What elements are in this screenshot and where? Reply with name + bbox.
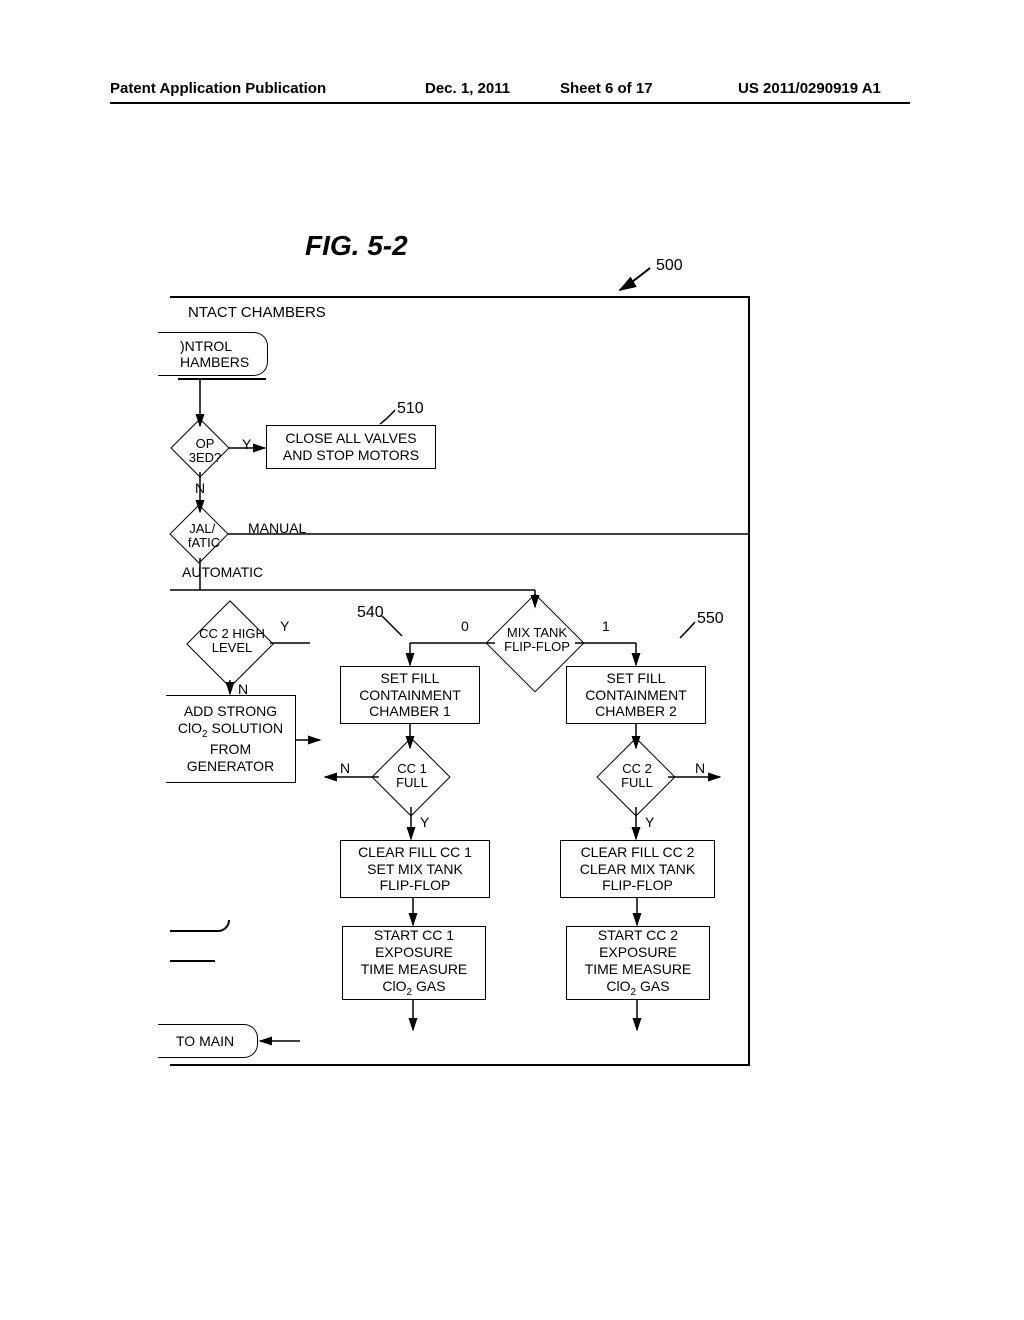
rect-start-2-l2: EXPOSURE (599, 944, 677, 961)
cc2high-y: Y (280, 618, 289, 634)
rect-add-strong: ADD STRONG ClO2 SOLUTION FROM GENERATOR (166, 695, 296, 783)
term-to-main: TO MAIN (158, 1024, 258, 1058)
page: Patent Application Publication Dec. 1, 2… (0, 0, 1024, 1320)
term-control: )NTROL HAMBERS (158, 332, 268, 376)
rect-start-1-l3: TIME MEASURE (361, 961, 468, 978)
term-control-label: )NTROL HAMBERS (180, 338, 249, 370)
clip-bracket (170, 930, 220, 932)
rect-start-1: START CC 1 EXPOSURE TIME MEASURE ClO2 GA… (342, 926, 486, 1000)
ref-510: 510 (397, 400, 424, 418)
rect-close-valves: CLOSE ALL VALVES AND STOP MOTORS (266, 425, 436, 469)
clip-line-2 (170, 960, 215, 962)
figure-title: FIG. 5-2 (305, 230, 408, 262)
rect-start-2-l4: ClO2 GAS (606, 978, 669, 999)
stop-n: N (195, 480, 205, 496)
ref-540: 540 (357, 604, 384, 622)
rect-start-1-l4: ClO2 GAS (382, 978, 445, 999)
header-left: Patent Application Publication (110, 80, 326, 97)
rect-start-1-l1: START CC 1 (374, 927, 454, 944)
mixtank-0: 0 (461, 618, 469, 634)
rect-start-2: START CC 2 EXPOSURE TIME MEASURE ClO2 GA… (566, 926, 710, 1000)
rect-setfill-2-label: SET FILL CONTAINMENT CHAMBER 2 (585, 670, 687, 720)
rect-add-strong-l3: FROM (210, 741, 251, 758)
term-to-main-label: TO MAIN (176, 1033, 234, 1049)
mode-manual: MANUAL (248, 520, 306, 536)
rect-clear-2-label: CLEAR FILL CC 2 CLEAR MIX TANK FLIP-FLOP (580, 844, 695, 894)
frame-title: NTACT CHAMBERS (188, 304, 326, 321)
rect-clear-1-label: CLEAR FILL CC 1 SET MIX TANK FLIP-FLOP (358, 844, 472, 894)
rect-add-strong-l1: ADD STRONG (184, 703, 277, 720)
rect-setfill-1: SET FILL CONTAINMENT CHAMBER 1 (340, 666, 480, 724)
cc1full-y: Y (420, 814, 429, 830)
header-sheet: Sheet 6 of 17 (560, 80, 653, 97)
ref-500: 500 (656, 257, 683, 275)
rect-start-2-l3: TIME MEASURE (585, 961, 692, 978)
rect-add-strong-l4: GENERATOR (187, 758, 274, 775)
header-rule (110, 102, 910, 104)
cc2full-n: N (695, 760, 705, 776)
rect-clear-2: CLEAR FILL CC 2 CLEAR MIX TANK FLIP-FLOP (560, 840, 715, 898)
rect-clear-1: CLEAR FILL CC 1 SET MIX TANK FLIP-FLOP (340, 840, 490, 898)
rect-setfill-1-label: SET FILL CONTAINMENT CHAMBER 1 (359, 670, 461, 720)
mixtank-1: 1 (602, 618, 610, 634)
cc1full-n: N (340, 760, 350, 776)
term-control-underline (178, 378, 266, 380)
rect-add-strong-l2: ClO2 SOLUTION (178, 720, 283, 741)
rect-close-valves-label: CLOSE ALL VALVES AND STOP MOTORS (283, 430, 419, 464)
header-center: Dec. 1, 2011 (425, 80, 510, 97)
rect-start-2-l1: START CC 2 (598, 927, 678, 944)
mode-automatic: AUTOMATIC (182, 564, 263, 580)
header-pub: US 2011/0290919 A1 (738, 80, 881, 97)
cc2full-y: Y (645, 814, 654, 830)
rect-start-1-l2: EXPOSURE (375, 944, 453, 961)
rect-setfill-2: SET FILL CONTAINMENT CHAMBER 2 (566, 666, 706, 724)
stop-y: Y (242, 436, 251, 452)
ref-550: 550 (697, 610, 724, 628)
